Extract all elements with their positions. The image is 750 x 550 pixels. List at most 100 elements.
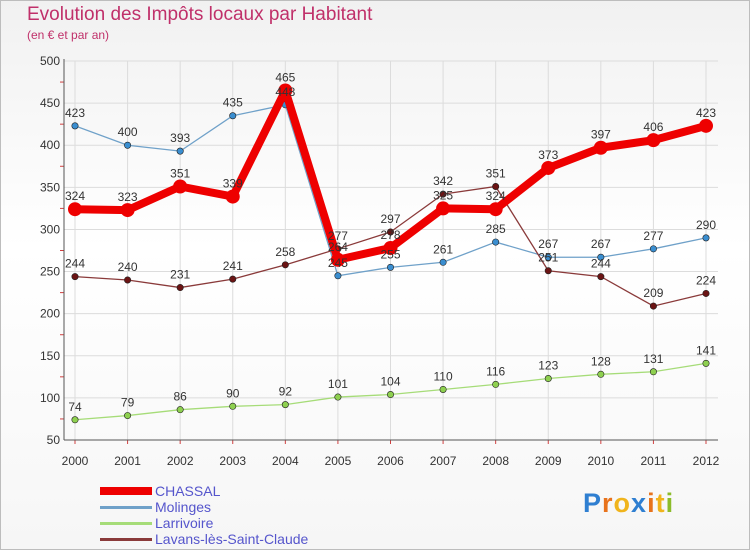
data-point (71, 416, 79, 424)
data-label: 277 (643, 229, 663, 243)
data-label: 267 (538, 237, 558, 251)
x-tick-label: 2008 (482, 454, 509, 468)
x-tick-label: 2004 (272, 454, 299, 468)
data-point (71, 122, 79, 130)
data-label: 324 (65, 189, 85, 203)
logo-letter: P (583, 488, 603, 518)
data-point (278, 83, 293, 98)
x-tick-label: 2001 (114, 454, 141, 468)
data-point (383, 240, 398, 255)
data-label: 277 (328, 229, 348, 243)
data-label: 393 (170, 131, 190, 145)
data-label: 101 (328, 377, 348, 391)
data-label: 244 (65, 257, 85, 271)
data-label: 90 (226, 386, 240, 400)
data-label: 423 (696, 106, 716, 120)
legend-label: Molinges (155, 499, 212, 515)
data-point (120, 203, 135, 218)
data-label: 224 (696, 273, 716, 287)
legend-label: CHASSAL (155, 483, 221, 499)
data-label: 86 (173, 390, 187, 404)
legend-label: Larrivoire (155, 515, 214, 531)
data-point (492, 182, 500, 190)
series-larrivoire (71, 359, 710, 424)
data-point (649, 368, 657, 376)
data-label: 261 (433, 242, 453, 256)
data-point (544, 267, 552, 275)
data-label: 351 (170, 166, 190, 180)
data-label: 267 (591, 237, 611, 251)
x-tick-label: 2005 (325, 454, 352, 468)
data-point (439, 258, 447, 266)
data-label: 406 (643, 120, 663, 134)
series-chassal (68, 83, 713, 267)
data-point (649, 302, 657, 310)
data-point (541, 160, 556, 175)
x-tick-label: 2007 (430, 454, 457, 468)
data-point (68, 202, 82, 217)
axes: 50 100 150 200 250 300 350 400 450 500 2000 2001 200… (40, 54, 720, 468)
data-point (229, 402, 237, 410)
data-label: 264 (328, 240, 348, 254)
x-tick-label: 2003 (219, 454, 246, 468)
y-tick-label: 100 (40, 391, 60, 405)
data-point (229, 112, 237, 120)
legend-swatch (100, 505, 152, 509)
data-label: 128 (591, 354, 611, 368)
data-point (439, 385, 447, 393)
y-tick-label: 400 (40, 138, 60, 152)
data-label: 373 (538, 148, 558, 162)
logo-letter: o (613, 488, 632, 518)
data-label: 141 (696, 343, 716, 357)
data-point (386, 228, 394, 236)
data-point (488, 202, 503, 217)
data-label: 285 (486, 222, 506, 236)
data-point (649, 245, 657, 253)
data-label: 209 (643, 286, 663, 300)
data-point (544, 375, 552, 383)
logo-letter: t (655, 488, 666, 518)
data-point (176, 406, 184, 414)
x-tick-label: 2000 (62, 454, 89, 468)
data-point (71, 273, 79, 281)
data-label: 241 (223, 259, 243, 273)
legend-swatch (100, 487, 152, 495)
data-label: 324 (486, 189, 506, 203)
legend-swatch (100, 537, 152, 541)
data-point (492, 380, 500, 388)
data-point (597, 253, 605, 261)
data-point (646, 133, 661, 148)
data-point (544, 253, 552, 261)
data-point (176, 147, 184, 155)
legend-swatch (100, 521, 152, 525)
data-point (334, 393, 342, 401)
y-tick-label: 500 (40, 54, 60, 68)
data-label: 258 (275, 245, 295, 259)
data-label: 423 (65, 106, 85, 120)
data-label: 397 (591, 128, 611, 142)
data-label: 74 (68, 400, 82, 414)
series-lavans-l-s-saint-claude (71, 182, 710, 310)
data-point (702, 289, 710, 297)
y-tick-label: 450 (40, 96, 60, 110)
series-molinges (71, 101, 710, 280)
data-point (176, 284, 184, 292)
data-label: 240 (118, 260, 138, 274)
data-point (334, 272, 342, 280)
proxiti-logo: Proxiti (583, 488, 674, 519)
data-point (386, 391, 394, 399)
x-tick-label: 2009 (535, 454, 562, 468)
data-label: 323 (118, 190, 138, 204)
data-label: 123 (538, 359, 558, 373)
data-point (330, 252, 345, 267)
data-label: 448 (275, 85, 295, 99)
chart-subtitle: (en € et par an) (27, 28, 110, 42)
data-label: 110 (434, 369, 453, 383)
data-label: 131 (643, 352, 663, 366)
data-label: 290 (696, 218, 716, 232)
data-point (229, 275, 237, 283)
y-tick-label: 250 (40, 265, 60, 279)
x-tick-label: 2002 (167, 454, 194, 468)
